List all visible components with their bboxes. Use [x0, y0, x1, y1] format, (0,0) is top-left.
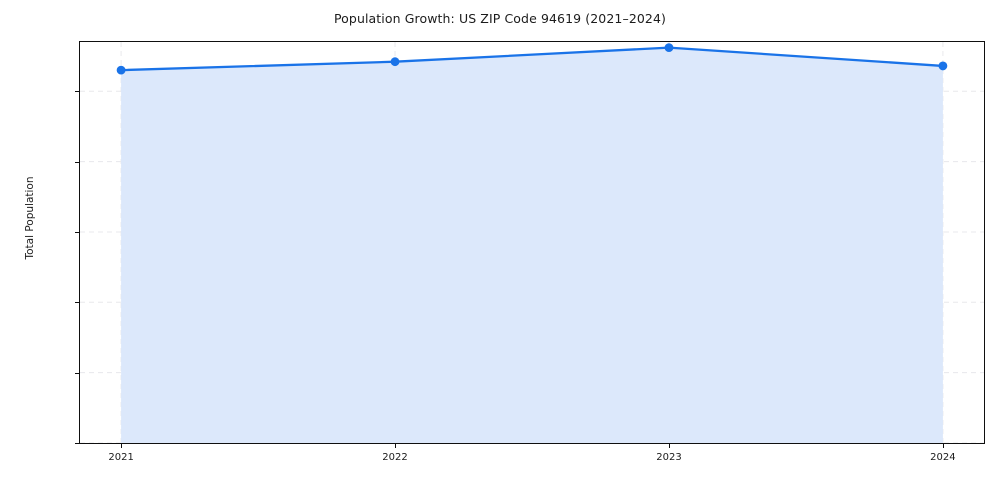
data-point-2023 — [664, 43, 674, 53]
x-tick-mark — [942, 444, 944, 448]
y-tick-mark — [75, 372, 79, 374]
x-tick-label: 2021 — [108, 452, 134, 463]
chart-plot-svg — [80, 42, 984, 443]
x-tick-mark — [121, 444, 123, 448]
area-fill-region — [121, 47, 943, 443]
x-tick-label: 2024 — [930, 452, 956, 463]
x-tick-mark — [668, 444, 670, 448]
data-point-markers — [116, 43, 948, 75]
y-tick-mark — [75, 161, 79, 163]
y-axis-label: Total Population — [24, 176, 36, 260]
y-tick-mark — [75, 91, 79, 93]
x-tick-label: 2022 — [382, 452, 408, 463]
y-tick-mark — [75, 302, 79, 304]
y-tick-mark — [75, 443, 79, 444]
y-tick-mark — [75, 231, 79, 233]
x-tick-mark — [395, 444, 397, 448]
data-point-2022 — [390, 57, 400, 67]
x-tick-label: 2023 — [656, 452, 682, 463]
plot-area — [79, 41, 985, 444]
population-line — [119, 46, 945, 72]
chart-title: Population Growth: US ZIP Code 94619 (20… — [333, 11, 667, 26]
data-point-2021 — [116, 65, 126, 75]
data-point-2024 — [938, 61, 948, 71]
